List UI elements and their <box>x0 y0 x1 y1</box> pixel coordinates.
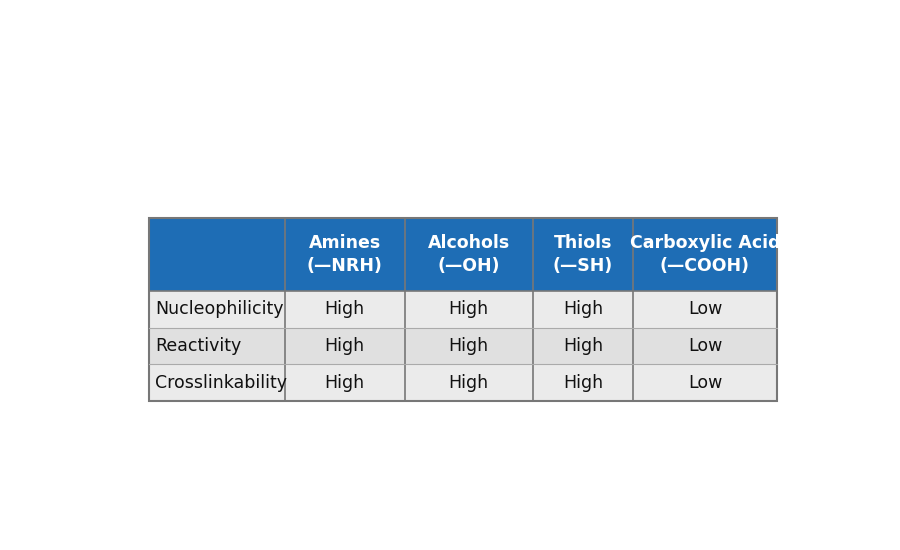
Text: High: High <box>562 300 603 318</box>
Text: High: High <box>448 300 489 318</box>
Text: Nucleophilicity: Nucleophilicity <box>155 300 284 318</box>
Text: Alcohols
(—OH): Alcohols (—OH) <box>428 234 509 274</box>
Text: Carboxylic Acid
(—COOH): Carboxylic Acid (—COOH) <box>630 234 780 274</box>
Text: Low: Low <box>688 300 722 318</box>
Text: High: High <box>325 300 364 318</box>
Bar <box>148 328 777 364</box>
Text: High: High <box>448 373 489 392</box>
Text: High: High <box>448 337 489 355</box>
Text: High: High <box>562 373 603 392</box>
Text: Low: Low <box>688 373 722 392</box>
Text: Reactivity: Reactivity <box>155 337 241 355</box>
Text: High: High <box>562 337 603 355</box>
Bar <box>148 364 777 401</box>
Bar <box>148 218 777 291</box>
Text: Amines
(—NRH): Amines (—NRH) <box>307 234 382 274</box>
Text: High: High <box>325 337 364 355</box>
Text: High: High <box>325 373 364 392</box>
Bar <box>148 291 777 328</box>
Text: Thiols
(—SH): Thiols (—SH) <box>553 234 613 274</box>
Text: Crosslinkability: Crosslinkability <box>155 373 287 392</box>
Bar <box>148 218 777 401</box>
Text: Low: Low <box>688 337 722 355</box>
